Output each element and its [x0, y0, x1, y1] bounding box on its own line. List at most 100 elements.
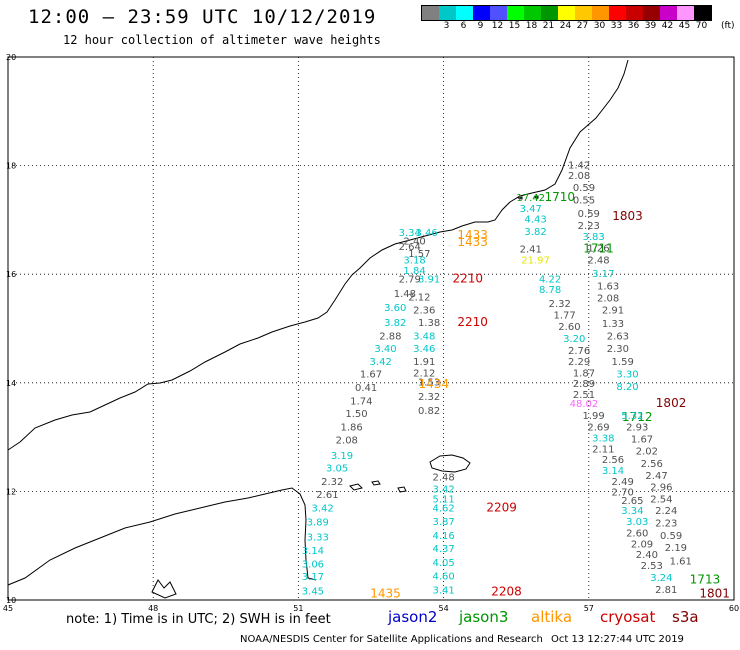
- swh-value: 2.96: [650, 482, 672, 493]
- swh-value: 3.24: [650, 573, 672, 584]
- swh-value: 3.47: [520, 204, 542, 215]
- swh-value: 2.19: [665, 543, 687, 554]
- coastline-segment: [151, 579, 177, 599]
- pass-time-label: 1433: [457, 228, 488, 242]
- swh-value: 2.12: [408, 292, 430, 303]
- swh-value: 1.50: [345, 409, 367, 420]
- satellite-label-jason2: jason2: [388, 608, 438, 626]
- lat-lon-grid: [8, 57, 734, 600]
- swh-value: 3.40: [374, 344, 396, 355]
- swh-value: 3.48: [413, 331, 435, 342]
- swh-value: 2.30: [607, 344, 629, 355]
- swh-value: 2.93: [626, 423, 648, 434]
- swh-value: 2.09: [631, 539, 653, 550]
- map-frame: [7, 56, 735, 601]
- generation-timestamp: Oct 13 12:27:44 UTC 2019: [551, 634, 684, 645]
- legend-label: 18: [525, 21, 538, 31]
- swh-value: 0.82: [418, 406, 440, 417]
- legend-swatch: [473, 6, 490, 20]
- lon-tick-label: 45: [3, 604, 13, 613]
- coastline-segment: [349, 483, 363, 491]
- swh-value: 3.17: [592, 269, 614, 280]
- swh-value: 1.26: [587, 243, 609, 254]
- swh-value: 2.41: [520, 244, 542, 255]
- swh-value: 2.51: [573, 390, 595, 401]
- legend-swatch: [643, 6, 660, 20]
- legend-label: 27: [576, 21, 589, 31]
- swh-value: 3.42: [432, 484, 454, 495]
- legend-label: 21: [542, 21, 555, 31]
- swh-value: 0.59: [578, 209, 600, 220]
- swh-value: 5.11: [432, 494, 454, 505]
- swh-value: 3.82: [384, 318, 406, 329]
- map-subtitle: 12 hour collection of altimeter wave hei…: [63, 33, 381, 47]
- legend-swatch: [677, 6, 694, 20]
- swh-value: 3.34: [621, 506, 643, 517]
- legend-label: 45: [678, 21, 691, 31]
- swh-value: 3.89: [307, 518, 329, 529]
- legend-label: 33: [610, 21, 623, 31]
- swh-value: 4.37: [432, 544, 454, 555]
- legend-swatch: [439, 6, 456, 20]
- legend-label: 70: [695, 21, 708, 31]
- swh-value: 3.30: [616, 369, 638, 380]
- legend-label: 15: [508, 21, 521, 31]
- swh-value: 2.54: [650, 494, 672, 505]
- swh-value: 1.53: [418, 378, 440, 389]
- lat-tick-label: 10: [6, 596, 16, 605]
- legend-swatch: [541, 6, 558, 20]
- swh-value: 1.63: [597, 281, 619, 292]
- axis-tick-labels: 45 48 51 54 57 60 20 18 16 14 12 10: [3, 53, 739, 613]
- legend-label: 24: [559, 21, 572, 31]
- swh-value: 17.42: [516, 193, 545, 204]
- swh-value: 2.11: [592, 444, 614, 455]
- legend-label: 36: [627, 21, 640, 31]
- coastline-segment: [7, 487, 317, 586]
- swh-value: 1.33: [602, 319, 624, 330]
- lat-tick-label: 14: [6, 379, 16, 388]
- map-note: note: 1) Time is in UTC; 2) SWH is in fe…: [66, 612, 331, 627]
- swh-value: 0.41: [355, 383, 377, 394]
- coastline-segment: [517, 196, 523, 200]
- lat-tick-label: 20: [6, 53, 16, 62]
- swh-value: 2.56: [641, 459, 663, 470]
- coastline-segment: [533, 195, 539, 199]
- swh-value: 1.61: [670, 557, 692, 568]
- coastline-segment: [429, 454, 471, 473]
- swh-value: 2.63: [607, 331, 629, 342]
- pass-time-label: 2208: [491, 585, 522, 599]
- swh-value: 3.33: [307, 532, 329, 543]
- pass-time-label: 1434: [419, 377, 450, 391]
- swh-value: 3.60: [384, 303, 406, 314]
- swh-value: 1.59: [612, 357, 634, 368]
- swh-value: 2.88: [379, 331, 401, 342]
- swh-value: 3.20: [563, 334, 585, 345]
- coastline-segment: [371, 480, 381, 486]
- legend-swatch: [507, 6, 524, 20]
- legend-swatch: [524, 6, 541, 20]
- legend-label: 12: [491, 21, 504, 31]
- swh-value: 3.41: [432, 585, 454, 596]
- legend-swatch: [626, 6, 643, 20]
- swh-value: 3.38: [592, 433, 614, 444]
- satellite-label-jason3: jason3: [459, 608, 509, 626]
- pass-time-label: 1801: [699, 586, 730, 600]
- lon-tick-label: 54: [439, 604, 449, 613]
- lon-tick-label: 51: [293, 604, 303, 613]
- swh-value: 2.24: [655, 506, 677, 517]
- swh-value: 2.79: [399, 274, 421, 285]
- swh-value: 3.03: [626, 517, 648, 528]
- swh-value: 4.16: [432, 531, 454, 542]
- lat-tick-label: 12: [6, 487, 16, 496]
- swh-value: 0.59: [660, 531, 682, 542]
- swh-value: 1.84: [403, 266, 425, 277]
- swh-value: 3.19: [331, 451, 353, 462]
- pass-time-label: 1803: [612, 209, 643, 223]
- pass-time-label: 1710: [544, 190, 575, 204]
- swh-value: 3.14: [602, 466, 624, 477]
- swh-value: 8.20: [616, 382, 638, 393]
- swh-value: 2.70: [612, 488, 634, 499]
- swh-value: 4.60: [432, 571, 454, 582]
- swh-value: 2.32: [418, 392, 440, 403]
- swh-value: 2.36: [413, 305, 435, 316]
